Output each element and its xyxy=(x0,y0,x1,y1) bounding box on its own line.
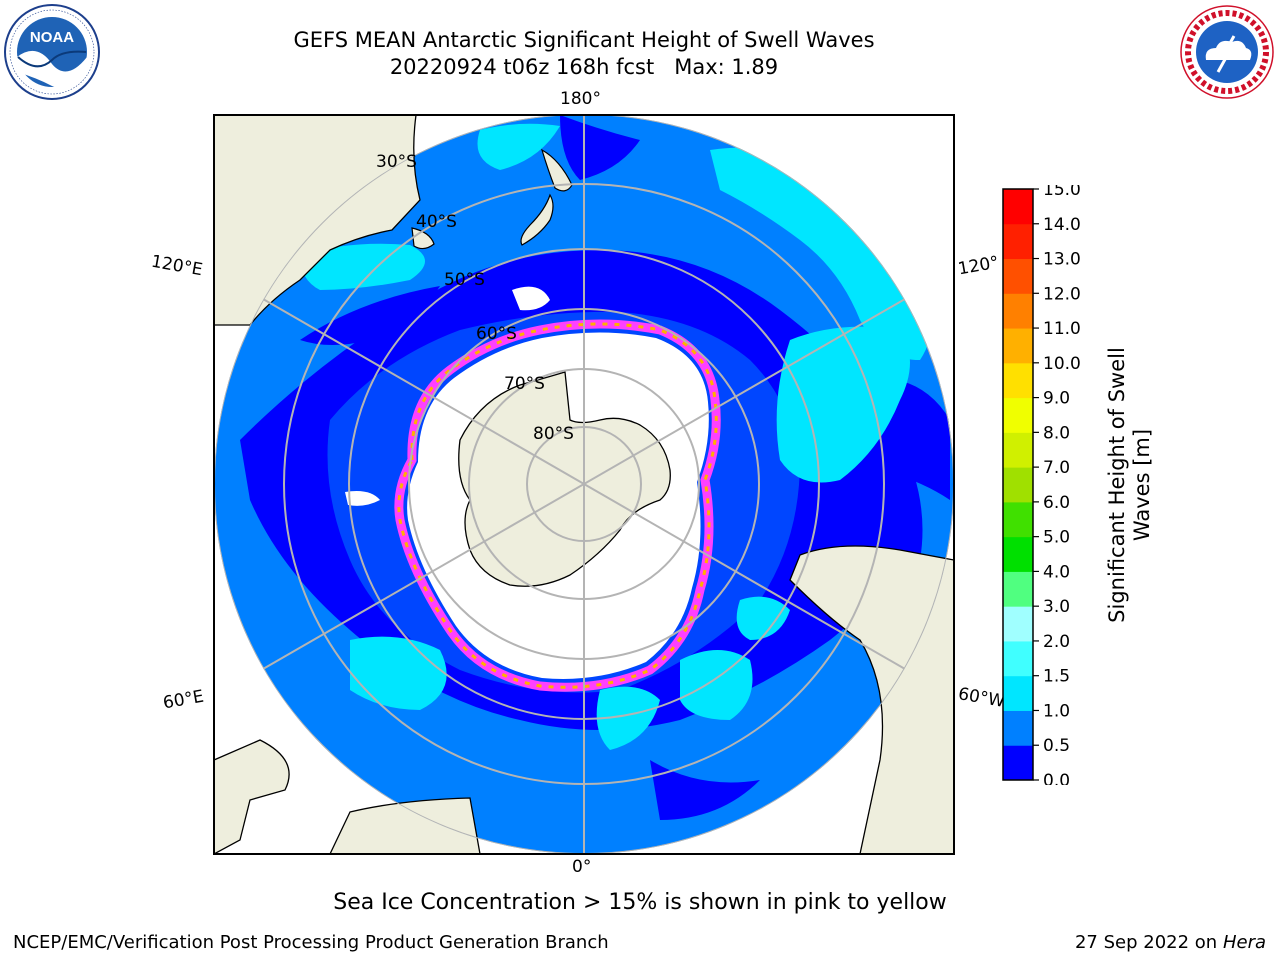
colorbar-tick-label: 9.0 xyxy=(1043,389,1070,409)
latitude-label-80s: 80°S xyxy=(533,424,574,444)
colorbar-tick-label: 3.0 xyxy=(1043,597,1070,617)
credit-text: NCEP/EMC/Verification Post Processing Pr… xyxy=(13,932,609,953)
colorbar-segment xyxy=(1003,571,1033,607)
colorbar-tick-label: 6.0 xyxy=(1043,493,1070,513)
colorbar-segment xyxy=(1003,640,1033,677)
colorbar-tick-label: 4.0 xyxy=(1043,562,1070,582)
latitude-label-50s: 50°S xyxy=(444,270,485,290)
colorbar-segment xyxy=(1003,710,1033,746)
madagascar-land xyxy=(214,739,290,854)
colorbar-tick-label: 8.0 xyxy=(1043,423,1070,443)
colorbar-segment xyxy=(1003,293,1033,329)
chart-title: GEFS MEAN Antarctic Significant Height o… xyxy=(293,28,875,52)
colorbar-segment xyxy=(1003,501,1033,538)
colorbar-segment xyxy=(1003,675,1033,711)
date-value: 27 Sep 2022 on xyxy=(1074,932,1218,953)
colorbar-segment xyxy=(1003,397,1033,433)
meridian-label-60e: 60°E xyxy=(161,686,206,714)
noaa-logo-icon: NOAA xyxy=(4,4,100,100)
map-frame xyxy=(213,114,955,855)
colorbar-tick-label: 1.5 xyxy=(1043,667,1070,687)
meridian-label-0: 0° xyxy=(572,857,592,877)
colorbar-tick-label: 0.5 xyxy=(1043,736,1070,756)
latitude-label-60s: 60°S xyxy=(476,324,517,344)
meridian-label-120e: 120°E xyxy=(149,251,205,281)
nws-logo-icon xyxy=(1180,5,1274,99)
colorbar-tick-label: 10.0 xyxy=(1043,354,1080,374)
colorbar-tick-label: 13.0 xyxy=(1043,250,1080,270)
colorbar-segment xyxy=(1003,745,1033,781)
colorbar-segment xyxy=(1003,606,1033,642)
swell-regions xyxy=(300,123,934,750)
latitude-label-40s: 40°S xyxy=(416,212,457,232)
colorbar-tick-label: 11.0 xyxy=(1043,319,1080,339)
colorbar-title-line2: Waves [m] xyxy=(1130,428,1154,542)
colorbar-segment xyxy=(1003,432,1033,468)
colorbar-tick-label: 1.0 xyxy=(1043,701,1070,721)
new-zealand-south xyxy=(520,193,554,246)
chart-subtitle: 20220924 t06z 168h fcst Max: 1.89 xyxy=(389,55,779,79)
colorbar-segment xyxy=(1003,223,1033,260)
colorbar-tick-label: 5.0 xyxy=(1043,528,1070,548)
colorbar-segment xyxy=(1003,328,1033,364)
meridian-label-60w: 60°W xyxy=(956,684,1007,712)
graticule xyxy=(214,114,954,854)
latitude-label-30s: 30°S xyxy=(376,152,417,172)
colorbar-frame xyxy=(1002,188,1034,781)
sea-ice-edge-orange xyxy=(397,322,718,689)
colorbar-tick-label: 15.0 xyxy=(1043,185,1080,200)
date-text: 27 Sep 2022 on Hera xyxy=(1075,932,1266,953)
new-zealand-north xyxy=(541,148,573,192)
latitude-label-70s: 70°S xyxy=(504,374,545,394)
colorbar-tick-label: 12.0 xyxy=(1043,284,1080,304)
colorbar-tick-label: 14.0 xyxy=(1043,215,1080,235)
meridian-label-120w: 120° xyxy=(956,252,1001,280)
antarctic-swell-map xyxy=(213,114,955,855)
colorbar-segment xyxy=(1003,536,1033,572)
colorbar-tick-label: 2.0 xyxy=(1043,632,1070,652)
meridian-label-180: 180° xyxy=(560,89,601,109)
sea-ice-note: Sea Ice Concentration > 15% is shown in … xyxy=(333,890,947,915)
colorbar: 0.0 0.5 1.0 1.5 2.0 3.0 4.0 5.0 6.0 7.0 8.0 9.0 10.0… xyxy=(1002,185,1080,785)
colorbar-tick-label: 0.0 xyxy=(1043,771,1070,785)
noaa-logo-text: NOAA xyxy=(30,29,74,46)
colorbar-segment xyxy=(1003,362,1033,399)
machine-name: Hera xyxy=(1222,932,1266,953)
colorbar-title: Significant Height of Swell Waves [m] xyxy=(1105,305,1155,665)
colorbar-segment xyxy=(1003,258,1033,294)
colorbar-title-line1: Significant Height of Swell xyxy=(1105,347,1130,623)
colorbar-segment xyxy=(1003,189,1033,225)
colorbar-segment xyxy=(1003,467,1033,503)
colorbar-tick-label: 7.0 xyxy=(1043,458,1070,478)
